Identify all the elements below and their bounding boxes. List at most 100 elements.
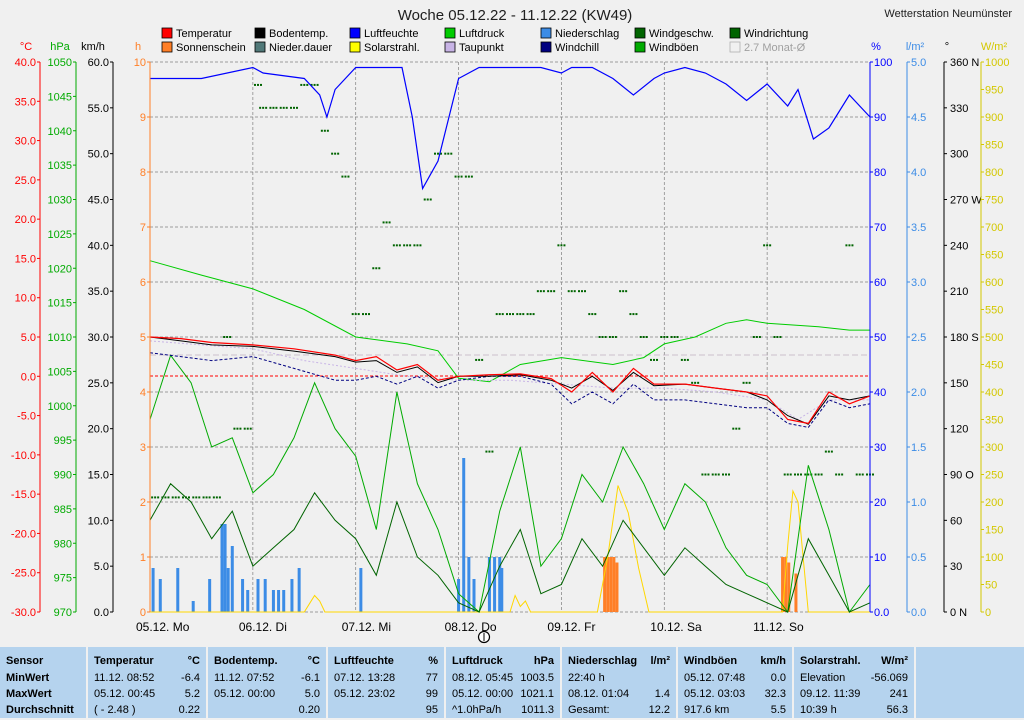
footer-title: Niederschlag [568,655,638,667]
windrichtung-point [855,473,858,476]
windrichtung-point [519,313,522,316]
windrichtung-point [769,244,772,247]
windrichtung-point [269,106,272,109]
legend-item[interactable]: Luftfeuchte [349,27,418,40]
windrichtung-point [666,336,669,338]
windrichtung-point [310,83,313,86]
windrichtung-point [257,83,259,86]
niederschlag-bar [226,568,230,612]
footer-header: Luftdruck hPa [452,655,554,671]
footer-label: MaxWert [6,688,52,700]
legend-item[interactable]: Windböen [634,41,699,54]
pressure-tick-label: 1050 [48,57,72,69]
pressure-tick-label: 1000 [48,401,72,413]
footer-value: 0.20 [298,704,320,716]
footer-label: 22:40 h [568,672,605,684]
windrichtung-point [827,450,830,453]
footer-column: Sensor MinWert MaxWert Durchschnitt [0,647,86,718]
windrichtung-point [553,290,556,293]
sonnenschein-bar [784,557,788,612]
windrichtung-point [272,106,275,109]
windrichtung-point [845,244,848,247]
windrichtung-point [717,473,720,476]
windrichtung-point [704,473,707,476]
legend-swatch [634,27,646,39]
footer-value: 95 [425,704,438,716]
rain-tick-label: 5.0 [911,57,926,69]
niederschlag-bar [500,568,504,612]
wind-tick-label: 40.0 [88,240,109,252]
windrichtung-point [398,244,401,247]
windrichtung-point [670,336,673,338]
hours-tick-label: 8 [140,167,146,179]
solar-tick-label: 950 [985,85,1003,97]
footer-row: 08.12. 05:45 1003.5 [452,672,554,688]
legend-item[interactable]: Bodentemp. [254,27,328,40]
legend-item[interactable]: Windrichtung [729,27,808,40]
humidity-tick-label: 100 [874,57,892,69]
windrichtung-point [378,267,381,270]
cursor-icon[interactable] [477,630,491,644]
solar-tick-label: 250 [985,470,1003,482]
windrichtung-point [326,129,329,132]
legend-item[interactable]: 2.7 Monat-Ø [729,41,806,54]
legend-item[interactable]: Niederschlag [540,27,619,40]
footer-label: Elevation [800,672,846,684]
footer-title: Luftdruck [452,655,503,667]
solar-unit-label: W/m² [981,41,1008,53]
niederschlag-bar [208,579,212,612]
windrichtung-point [205,496,208,499]
legend-item[interactable]: Temperatur [161,27,232,40]
solar-tick-label: 350 [985,415,1003,427]
windrichtung-point [591,313,594,316]
windrichtung-point [167,496,170,499]
legend-item[interactable]: Windchill [540,41,599,54]
legend-item[interactable]: Sonnenschein [161,41,246,54]
niederschlag-bar [230,546,234,612]
windrichtung-point [650,358,652,361]
windrichtung-point [814,473,817,476]
footer-title: Windböen [684,655,738,667]
windrichtung-point [835,473,838,476]
windrichtung-point [532,313,535,316]
legend-item[interactable]: Luftdruck [444,27,505,40]
wind-tick-label: 60.0 [88,57,109,69]
sonnenschein-bar [615,562,619,612]
footer-header: Solarstrahl. W/m² [800,655,908,671]
windrichtung-point [282,106,285,109]
legend-item[interactable]: Windgeschw. [634,27,714,40]
windrichtung-point [660,336,663,338]
windrichtung-point [498,313,501,316]
day-label: 05.12. Mo [136,620,190,634]
windrichtung-point [584,290,586,293]
footer-unit: % [428,655,438,667]
solar-tick-label: 600 [985,277,1003,289]
footer-header: Sensor [6,655,80,671]
windrichtung-point [506,313,508,316]
windrichtung-point [354,313,357,316]
sonnenschein-bar [781,557,785,612]
windrichtung-point [614,336,617,338]
windrichtung-point [686,358,689,361]
day-label: 07.12. Mi [342,620,391,634]
windrichtung-point [570,290,573,293]
legend-item[interactable]: Solarstrahl. [349,41,420,54]
legend-item[interactable]: Taupunkt [444,41,504,54]
rain-tick-label: 1.0 [911,497,926,509]
windrichtung-point [629,313,632,316]
windrichtung-point [858,473,861,476]
windrichtung-point [748,381,751,384]
windben-line [149,354,871,614]
wind-tick-label: 10.0 [88,515,109,527]
footer-row: Durchschnitt [6,704,80,720]
niederschlag-bar [263,579,267,612]
footer-unit: l/m² [650,655,670,667]
legend-item[interactable]: Nieder.dauer [254,41,332,54]
windrichtung-point [594,313,597,316]
windrichtung-point [279,106,282,109]
footer-value: 1.4 [654,688,670,700]
pressure-tick-label: 990 [54,470,72,482]
windrichtung-point [385,221,388,224]
legend-swatch [444,41,456,53]
windrichtung-point [701,473,704,476]
